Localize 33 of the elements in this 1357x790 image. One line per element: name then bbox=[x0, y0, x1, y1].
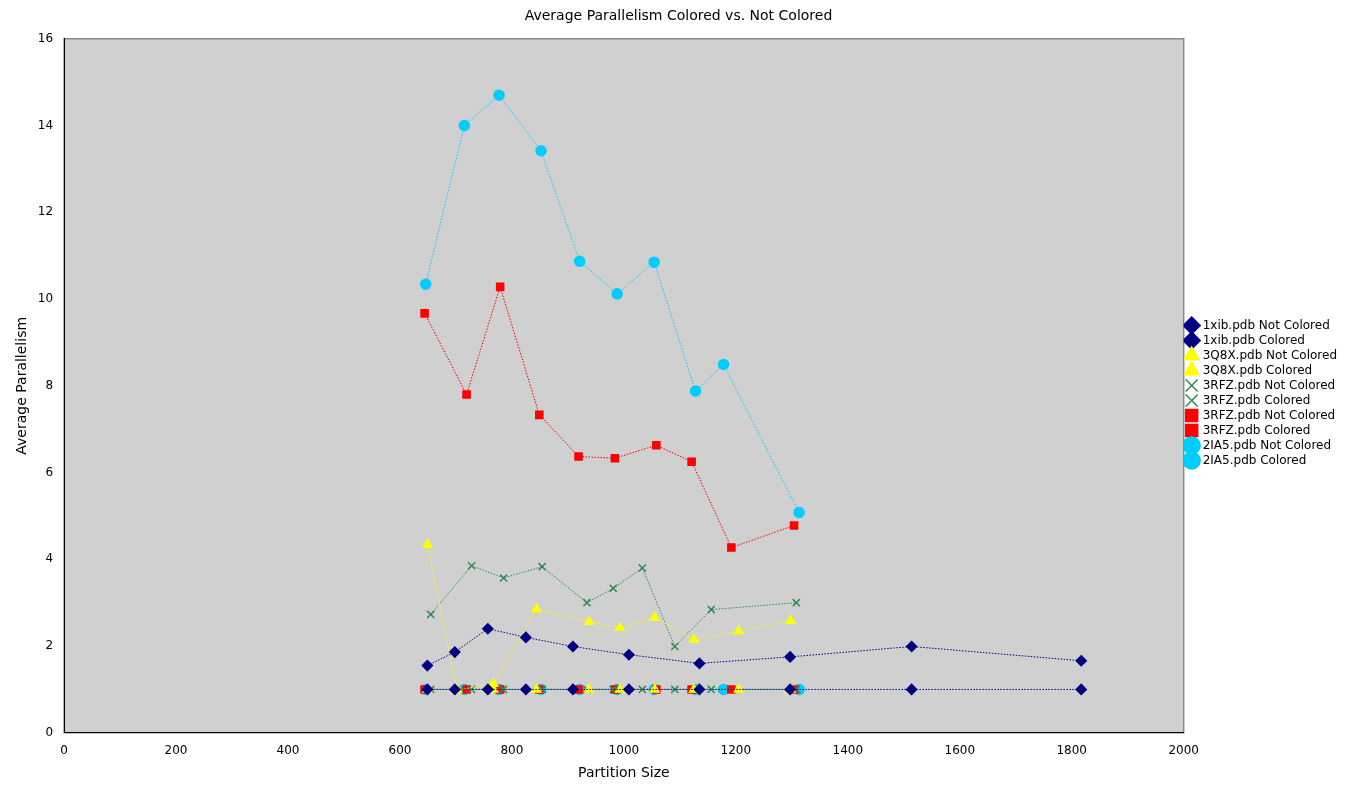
x-tick-label: 200 bbox=[164, 743, 188, 758]
x-tick-label: 800 bbox=[500, 743, 524, 758]
y-tick-label: 6 bbox=[45, 464, 54, 479]
x-axis-title: Partition Size bbox=[578, 764, 670, 781]
chart-title: Average Parallelism Colored vs. Not Colored bbox=[524, 7, 833, 24]
y-tick-label: 12 bbox=[37, 204, 54, 219]
y-tick-label: 14 bbox=[37, 117, 54, 132]
legend-label: 2IA5.pdb Colored bbox=[1202, 452, 1307, 467]
x-tick-label: 1000 bbox=[608, 743, 640, 758]
y-tick-label: 2 bbox=[45, 638, 54, 653]
legend-label: 1xib.pdb Not Colored bbox=[1202, 317, 1330, 332]
legend-label: 1xib.pdb Colored bbox=[1202, 332, 1305, 347]
y-tick-label: 16 bbox=[37, 30, 54, 45]
y-tick-label: 0 bbox=[45, 724, 54, 739]
y-tick-label: 4 bbox=[45, 551, 54, 566]
legend-label: 3RFZ.pdb Not Colored bbox=[1202, 377, 1336, 392]
x-tick-label: 1600 bbox=[944, 743, 976, 758]
x-tick-label: 1800 bbox=[1056, 743, 1087, 758]
x-tick-label: 2000 bbox=[1168, 743, 1199, 758]
legend-label: 3RFZ.pdb Colored bbox=[1202, 422, 1311, 437]
y-tick-label: 10 bbox=[37, 291, 54, 306]
x-tick-label: 1400 bbox=[832, 743, 864, 758]
legend-label: 3Q8X.pdb Not Colored bbox=[1202, 347, 1338, 362]
legend-label: 2IA5.pdb Not Colored bbox=[1202, 437, 1332, 452]
x-tick-label: 600 bbox=[388, 743, 412, 758]
x-tick-label: 1200 bbox=[720, 743, 752, 758]
x-tick-label: 400 bbox=[276, 743, 300, 758]
legend-label: 3RFZ.pdb Not Colored bbox=[1202, 407, 1336, 422]
legend-label: 3RFZ.pdb Colored bbox=[1202, 392, 1311, 407]
y-axis-title: Average Parallelism bbox=[13, 316, 30, 455]
x-tick-label: 0 bbox=[60, 743, 68, 758]
y-tick-label: 8 bbox=[45, 377, 54, 392]
legend-label: 3Q8X.pdb Colored bbox=[1202, 362, 1313, 377]
